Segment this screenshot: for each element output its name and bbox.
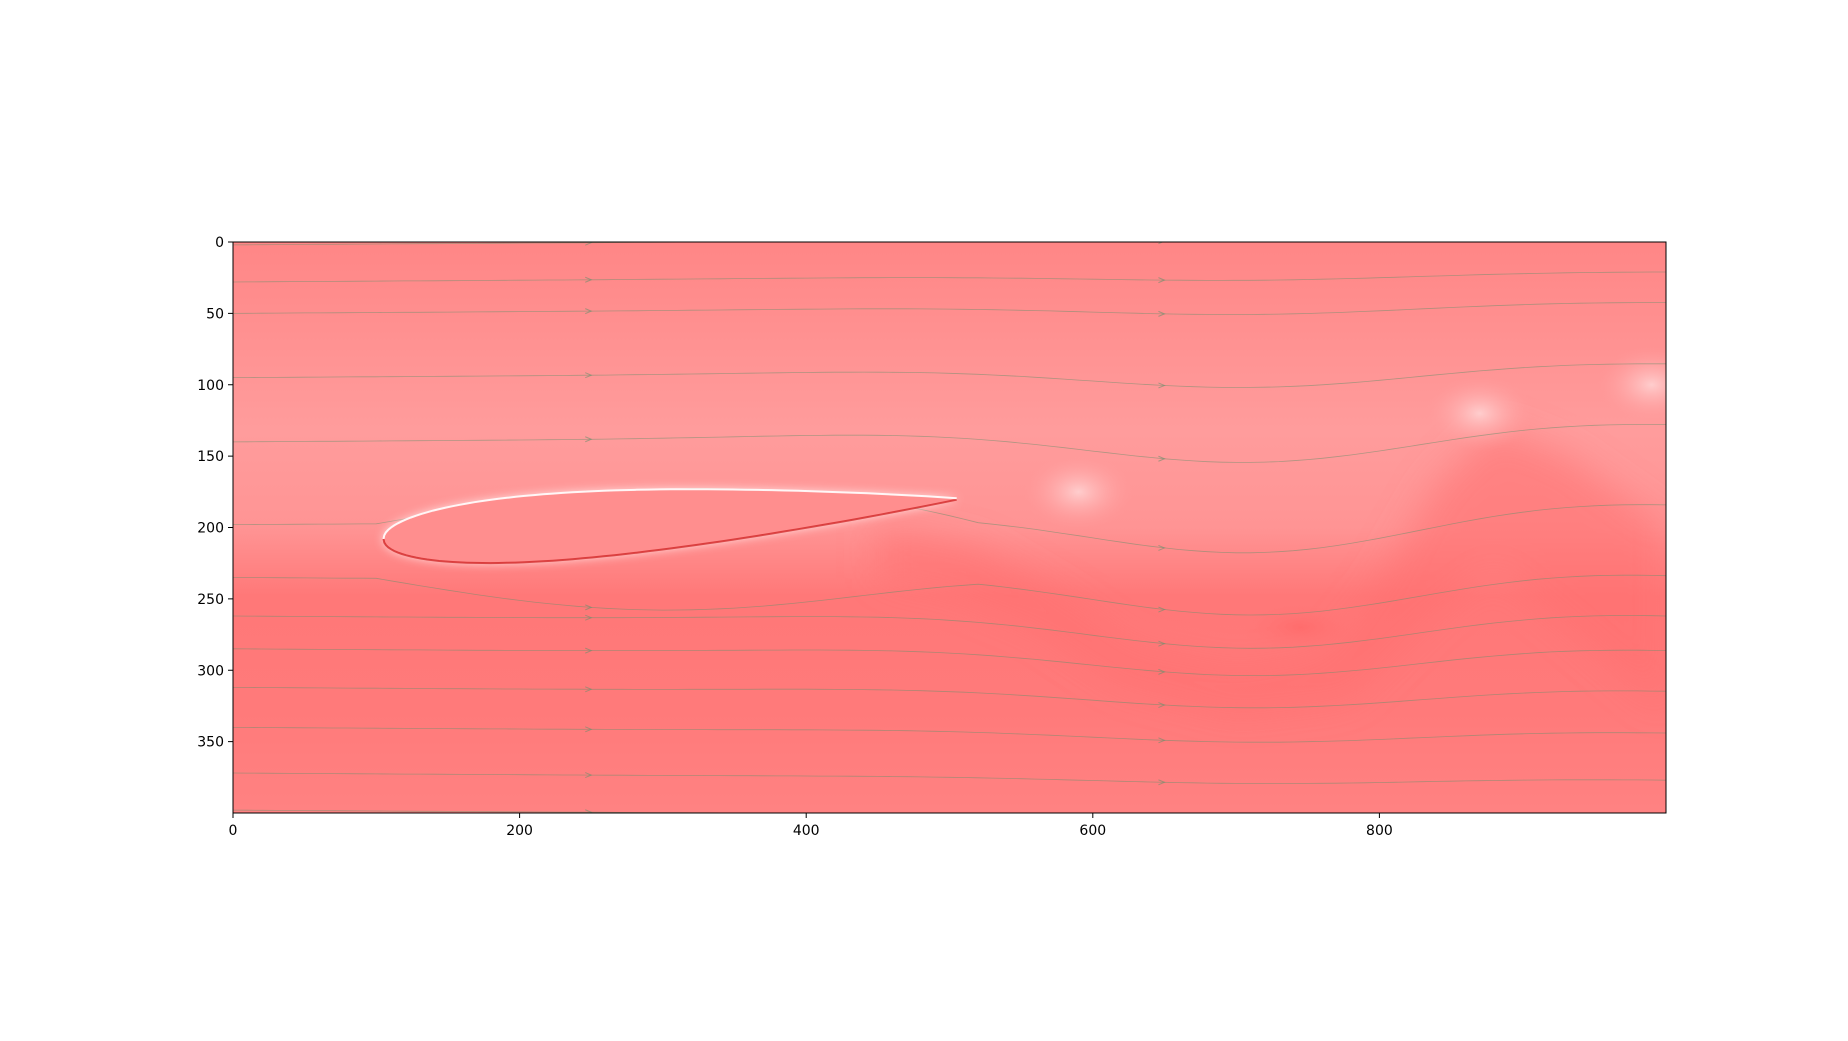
streamline-arrow — [585, 276, 593, 283]
streamline-arrow — [1158, 277, 1166, 284]
streamline-arrow — [1158, 815, 1164, 820]
streamline-11 — [233, 727, 1666, 743]
streamline-arrow — [1158, 310, 1166, 317]
x-tick-label: 600 — [1079, 823, 1106, 839]
streamline-13 — [233, 809, 821, 813]
y-tick-label: 300 — [197, 663, 224, 679]
wake-vortex-3 — [1424, 375, 1535, 452]
airfoil-lower-edge — [382, 498, 957, 565]
streamline-5 — [233, 424, 1666, 463]
wake-vortex-4 — [1596, 346, 1666, 423]
streamline-12 — [233, 772, 1666, 784]
streamline-arrow — [1158, 606, 1166, 613]
x-tick-label: 200 — [506, 823, 533, 839]
streamline-arrow — [1158, 640, 1166, 647]
wake-band — [877, 427, 1666, 714]
y-tick-label: 50 — [206, 306, 224, 322]
streamline-arrow — [585, 809, 593, 813]
streamline-arrow — [1158, 737, 1166, 744]
y-tick-label: 100 — [197, 378, 224, 394]
x-tick-label: 0 — [229, 823, 238, 839]
plot-area — [233, 242, 1666, 820]
streamline-arrow — [585, 686, 593, 693]
streamline-arrow — [585, 726, 593, 733]
wake-vortex-2 — [1230, 597, 1371, 658]
streamline-arrow — [1158, 702, 1166, 708]
streamline-arrow — [585, 372, 593, 379]
y-tick-label: 150 — [197, 449, 224, 465]
streamline-arrow — [1158, 779, 1166, 786]
streamlines — [233, 242, 1666, 820]
streamline-7 — [233, 574, 1666, 616]
streamline-arrow — [585, 436, 593, 443]
streamline-9 — [233, 648, 1666, 676]
wake-vortex-1 — [1023, 453, 1134, 530]
streamline-arrow — [1158, 544, 1166, 551]
airfoil-body — [383, 489, 957, 564]
x-axis: 0 200 400 600 800 — [229, 813, 1393, 839]
y-tick-label: 350 — [197, 735, 224, 751]
streamline-arrow — [585, 308, 593, 315]
streamline-arrow — [585, 242, 593, 246]
y-tick-label: 200 — [197, 521, 224, 537]
streamline-1 — [233, 242, 749, 246]
streamline-8 — [233, 615, 1666, 649]
airfoil-upper-edge — [382, 488, 957, 540]
streamline-3 — [233, 302, 1666, 315]
y-tick-label: 0 — [215, 235, 224, 251]
y-tick-label: 250 — [197, 592, 224, 608]
streamline-arrow — [1158, 242, 1164, 245]
x-tick-label: 800 — [1366, 823, 1393, 839]
streamline-arrow — [1158, 455, 1166, 462]
airfoil — [382, 488, 957, 565]
x-tick-label: 400 — [793, 823, 820, 839]
streamline-arrow — [585, 604, 593, 611]
y-axis: 0 50 100 150 200 250 300 350 — [197, 235, 233, 751]
streamline-arrow — [1158, 382, 1166, 389]
streamline-2 — [233, 271, 1666, 283]
streamline-10 — [233, 687, 1666, 709]
streamline-arrow — [585, 614, 593, 621]
streamline-arrow — [1158, 668, 1166, 675]
streamline-4 — [233, 363, 1666, 388]
streamline-arrow — [585, 647, 593, 654]
streamline-arrow — [585, 772, 593, 779]
